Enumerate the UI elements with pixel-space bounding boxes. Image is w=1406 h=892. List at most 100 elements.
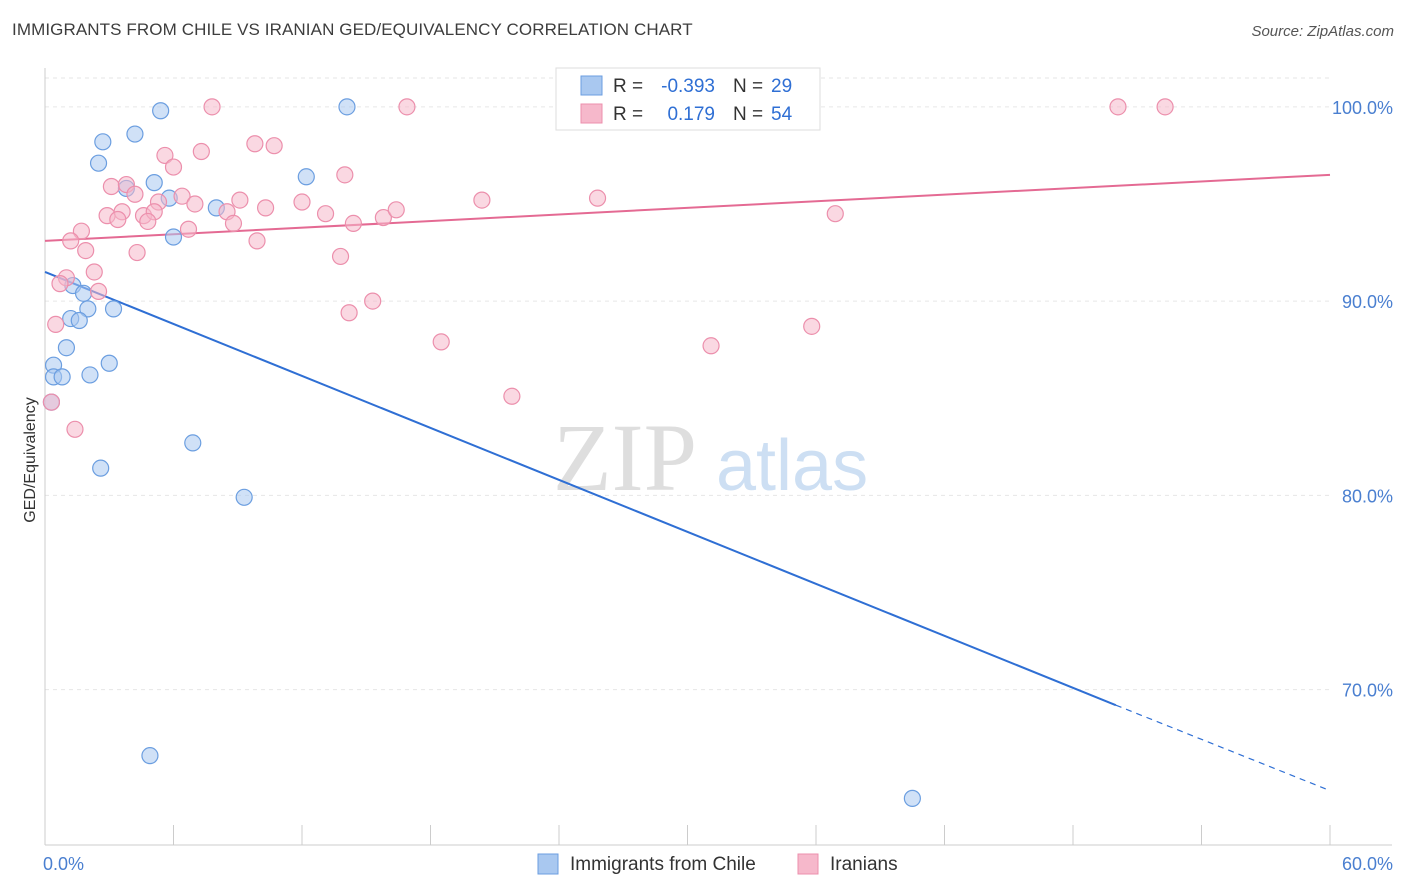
- chile-point: [92, 459, 110, 477]
- iranian-point: [224, 214, 243, 232]
- chile-point: [145, 174, 163, 192]
- chile-point: [152, 102, 170, 120]
- y-tick-label: 70.0%: [1342, 681, 1393, 701]
- iranian-point: [246, 135, 264, 153]
- legend-n-label-blue: N =: [733, 76, 763, 97]
- chile-point: [74, 284, 93, 302]
- stats-legend: R = -0.393 N = 29 R = 0.179 N = 54: [555, 67, 821, 131]
- legend-r-value-blue: -0.393: [661, 76, 715, 97]
- iranian-point: [316, 205, 335, 223]
- data-points: [42, 98, 1174, 807]
- y-tick-label: 100.0%: [1332, 98, 1393, 118]
- grid-lines: [45, 77, 1330, 691]
- watermark: ZIP atlas: [553, 404, 868, 511]
- iranian-point: [186, 195, 204, 213]
- legend-r-label-pink: R =: [613, 104, 643, 125]
- trend-lines: [44, 173, 1331, 792]
- iranian-point: [203, 98, 221, 116]
- chile-point: [184, 434, 202, 452]
- iranian-point: [387, 201, 405, 219]
- iranian-point: [1109, 98, 1127, 116]
- iranian-point: [179, 220, 198, 238]
- chile-point: [53, 368, 71, 386]
- iranian-point: [126, 185, 144, 203]
- iranian-point: [77, 241, 95, 260]
- iranian-point: [293, 193, 311, 211]
- iranian-point: [51, 275, 69, 293]
- chile-point: [235, 488, 253, 506]
- axes: [44, 68, 1392, 846]
- iranian-point: [364, 292, 382, 310]
- legend-label-chile: Immigrants from Chile: [570, 854, 756, 875]
- iranian-point: [42, 393, 61, 411]
- watermark-atlas: atlas: [716, 426, 868, 506]
- iranian-point: [344, 214, 362, 232]
- iranian-point: [66, 420, 84, 438]
- iranian-point: [331, 247, 350, 266]
- chile-point: [903, 789, 921, 807]
- iranian-point: [248, 232, 266, 250]
- chile-trend-line: [44, 271, 1117, 707]
- legend-r-value-pink: 0.179: [667, 104, 715, 125]
- iranian-point: [156, 146, 174, 165]
- iranian-point: [109, 210, 127, 229]
- iranian-point: [374, 208, 392, 227]
- chile-point: [89, 154, 108, 172]
- iranian-point: [192, 142, 210, 161]
- iranian-point: [102, 177, 120, 196]
- iranian-point: [85, 263, 103, 281]
- iranian-point: [62, 232, 80, 250]
- iranian-point: [473, 191, 491, 209]
- iranian-point: [336, 166, 354, 184]
- series-legend: Immigrants from Chile Iranians: [537, 853, 898, 875]
- iranian-point: [173, 187, 191, 205]
- iranian-point: [164, 158, 183, 176]
- chile-trend-line-extension: [1115, 704, 1331, 792]
- chile-point: [81, 366, 99, 384]
- chile-point: [79, 300, 97, 318]
- iranian-point: [432, 333, 450, 351]
- iranian-point: [139, 212, 157, 231]
- chile-point: [164, 228, 183, 246]
- chile-point: [100, 354, 118, 372]
- source-label: Source: ZipAtlas.com: [1251, 23, 1394, 40]
- iranian-point: [72, 222, 91, 240]
- iranian-point: [826, 205, 844, 223]
- legend-swatch-iranians: [797, 853, 819, 875]
- iranian-point: [231, 191, 249, 209]
- chile-point: [104, 300, 123, 318]
- x-tick-labels: 0.0% 60.0%: [43, 854, 1393, 874]
- iranian-point: [398, 98, 416, 116]
- x-tick-label: 60.0%: [1342, 854, 1393, 874]
- legend-swatch-pink: [580, 103, 603, 124]
- iranian-point: [47, 315, 65, 334]
- legend-n-value-blue: 29: [771, 76, 792, 97]
- iranian-point: [128, 243, 146, 262]
- chile-point: [338, 98, 356, 116]
- iranian-point: [503, 387, 521, 405]
- iranian-point: [1156, 98, 1174, 116]
- chile-point: [126, 125, 144, 143]
- y-tick-labels: 70.0% 80.0% 90.0% 100.0%: [1332, 98, 1393, 701]
- legend-swatch-blue: [580, 75, 603, 96]
- iranian-point: [803, 317, 821, 335]
- iranian-point: [588, 189, 607, 207]
- legend-swatch-chile: [537, 853, 559, 875]
- chart-title: IMMIGRANTS FROM CHILE VS IRANIAN GED/EQU…: [12, 20, 693, 39]
- legend-n-label-pink: N =: [733, 104, 763, 125]
- iranian-point: [89, 282, 108, 300]
- legend-n-value-pink: 54: [771, 104, 793, 125]
- y-tick-label: 80.0%: [1342, 486, 1393, 506]
- chile-point: [141, 747, 159, 765]
- iranian-point: [340, 304, 358, 322]
- chile-point: [70, 311, 88, 330]
- iranian-point: [702, 337, 720, 355]
- x-tick-label: 0.0%: [43, 854, 84, 874]
- watermark-zip: ZIP: [553, 404, 697, 511]
- y-axis-label: GED/Equivalency: [22, 397, 39, 522]
- chile-point: [57, 339, 76, 357]
- legend-r-label-blue: R =: [613, 76, 643, 97]
- y-tick-label: 90.0%: [1342, 292, 1393, 312]
- iranian-point: [265, 137, 283, 155]
